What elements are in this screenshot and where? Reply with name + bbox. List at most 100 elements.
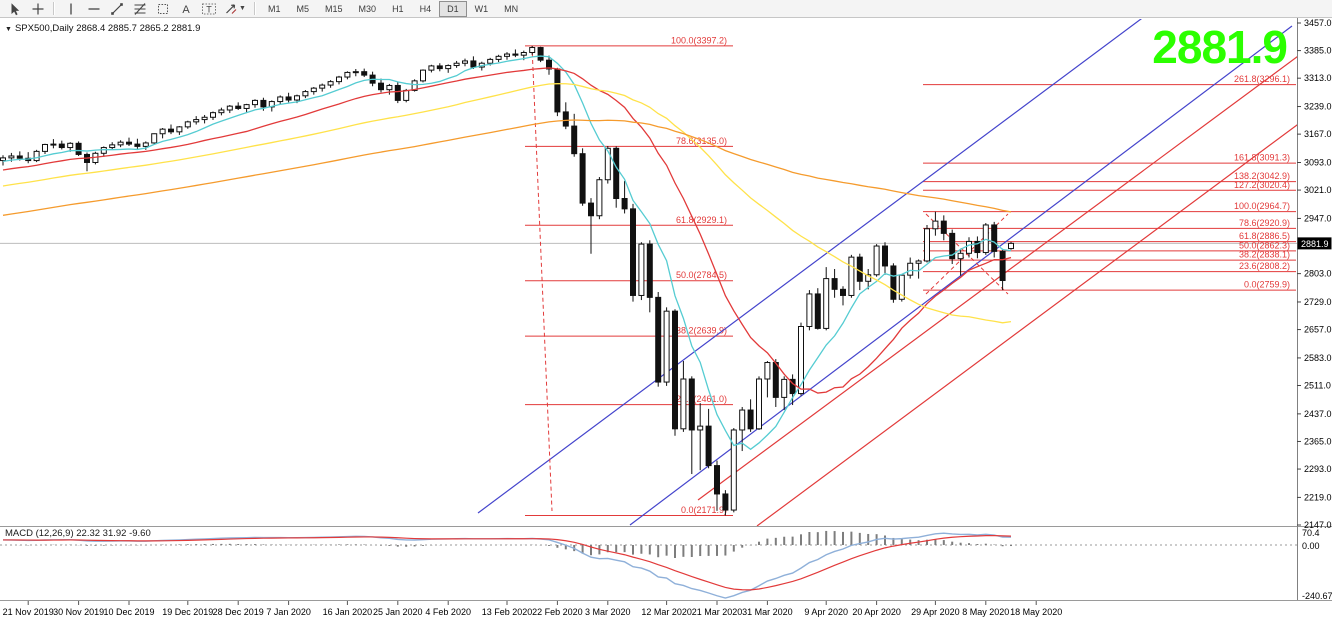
candles [0,45,1014,516]
blue-trendline[interactable] [477,16,1145,514]
candle [814,293,821,329]
candle [621,198,628,210]
trendline-icon [110,2,123,15]
candle [932,220,939,230]
price-tick-label: 2583.0 [1304,353,1332,363]
timeframe-h4[interactable]: H4 [419,3,432,14]
fibonacci-tool-button[interactable] [128,1,151,17]
timeframe-m30[interactable]: M30 [358,3,377,14]
candle [403,89,410,101]
candle [218,109,225,114]
candle [529,47,536,54]
main-pane: 100.0(3397.2) 78.6(3135.0) 61.8(2929.1) 50.… [0,16,1332,526]
price-tick-label: 2219.0 [1304,492,1332,502]
price-tick-label: 3385.0 [1304,46,1332,56]
grid-tool-button[interactable] [151,1,174,17]
candle [915,260,922,264]
candle [75,142,82,155]
candle [722,493,729,511]
symbol-info-line[interactable]: ▼ SPX500,Daily 2868.4 2885.7 2865.2 2881.… [5,23,200,34]
candle [806,293,813,327]
vertical-line-tool-button[interactable] [59,1,82,17]
grid-icon [157,3,168,14]
text-tool-button[interactable]: A [174,1,197,17]
timeframe-d1[interactable]: D1 [439,0,467,17]
candle [462,60,468,64]
arrows-tool-button[interactable]: ▼ [220,1,250,17]
candle [201,116,208,121]
collapse-triangle-icon: ▼ [5,26,12,33]
fibonacci-icon [134,2,145,15]
timeframe-mn[interactable]: MN [504,3,519,14]
cursor-tool-button[interactable] [3,1,26,17]
candle [873,245,880,276]
crosshair-tool-button[interactable] [26,1,49,17]
candle [310,87,317,93]
label-tool-button[interactable]: T [197,1,220,17]
toolbar: A T ▼ M1 M5 M15 M30 H1 H4 D1 W1 MN [0,0,1332,18]
candle [798,325,804,395]
candle [327,81,334,86]
timeframe-m15[interactable]: M15 [325,3,343,14]
candle [688,378,695,431]
macd-axis-label: 0.00 [1302,541,1320,551]
price-tick-label: 2293.0 [1304,464,1332,474]
candle [226,105,233,111]
trendline-tool-button[interactable] [105,1,128,17]
candle [470,60,477,68]
candle [865,274,872,282]
fib-level-label: 61.8(2929.1) [676,215,727,225]
date-label: 7 Jan 2020 [266,607,311,617]
fib-level-label: 61.8(2886.5) [1239,231,1290,241]
red-trendline[interactable] [756,99,1332,526]
candle [966,240,972,254]
red-trendline[interactable] [697,31,1332,501]
candle [672,310,678,430]
fib-level-label: 50.0(2862.3) [1239,240,1290,250]
candle [588,202,594,217]
timeframe-bar: M1 M5 M15 M30 H1 H4 D1 W1 MN [260,0,526,17]
candle [210,112,216,118]
time-axis[interactable]: 21 Nov 2019 30 Nov 2019 10 Dec 2019 19 Dec … [3,601,1063,617]
candle [882,245,888,267]
price-tick-label: 2657.0 [1304,325,1332,335]
candle [714,465,720,495]
candle [487,58,494,64]
horizontal-line-tool-button[interactable] [82,1,105,17]
candle [546,59,552,70]
fib-level-label: 0.0(2171.9) [681,505,727,515]
crosshair-icon [32,3,43,14]
timeframe-m5[interactable]: M5 [296,3,310,14]
candle [117,141,124,146]
timeframe-h1[interactable]: H1 [392,3,404,14]
price-axis[interactable]: 3457.0 3385.0 3313.0 3239.0 3167.0 3093.0 3021… [1297,18,1332,601]
ma-line-medium [2,67,1012,394]
candle [445,65,452,70]
candle [344,71,351,78]
candle [705,425,712,467]
candle [890,265,897,300]
candle [756,378,762,430]
candle [134,143,141,147]
current-price-display: 2881.9 [1152,21,1288,73]
date-label: 28 Dec 2019 [213,607,264,617]
price-tick-label: 2803.0 [1304,269,1332,279]
candle [428,65,435,71]
candle [277,96,284,103]
candle [16,155,23,159]
price-tick-label: 2437.0 [1304,409,1332,419]
date-label: 22 Feb 2020 [532,607,583,617]
candle [957,252,964,260]
timeframe-m1[interactable]: M1 [268,3,281,14]
candle [193,119,200,123]
timeframe-w1[interactable]: W1 [474,3,489,14]
candle [495,55,502,60]
red-trendline[interactable] [925,213,1009,295]
date-label: 12 Mar 2020 [641,607,692,617]
candle [781,378,788,398]
candle [848,256,855,296]
toolbar-separator [53,2,55,15]
candle [168,128,174,133]
